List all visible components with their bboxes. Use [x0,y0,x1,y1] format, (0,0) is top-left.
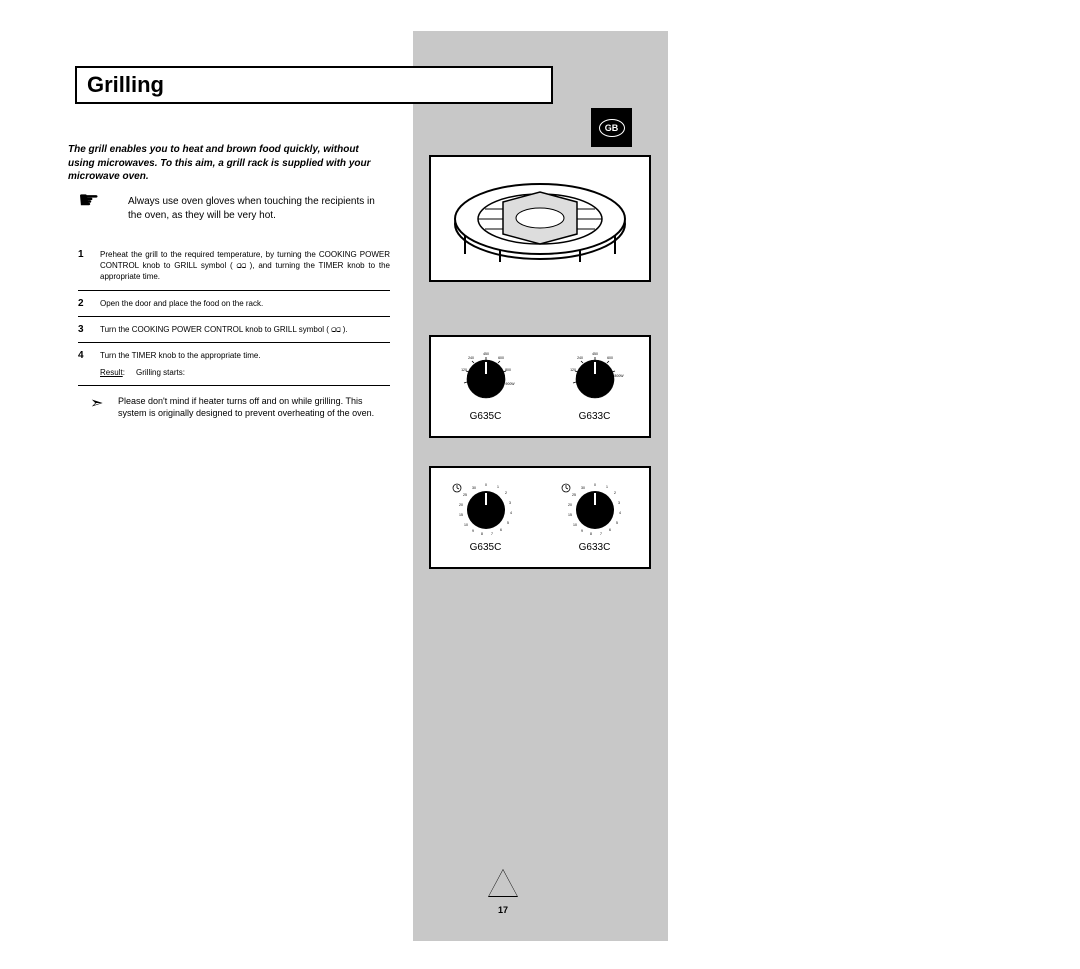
figure-power-dials: 450600800 900W240120 [429,335,651,438]
section-title-box: Grilling [75,66,553,104]
label-left: G635C [470,542,502,553]
svg-text:30: 30 [472,486,476,490]
svg-text:0: 0 [485,483,487,487]
step-row: 3 Turn the COOKING POWER CONTROL knob to… [78,317,390,343]
svg-text:15: 15 [568,513,572,517]
step-number: 3 [78,324,100,335]
svg-text:5: 5 [616,521,618,525]
intro-paragraph: The grill enables you to heat and brown … [68,143,388,184]
figure-grill-rack [429,155,651,282]
svg-text:15: 15 [459,513,463,517]
timer-dial-labels: G635C G633C [431,542,649,553]
grill-rack-illustration [440,164,640,274]
result-label: Result [100,368,123,377]
svg-text:9: 9 [581,529,583,533]
svg-text:800W: 800W [614,374,624,378]
figure-timer-dials: 0 1 2 3 4 5 6 7 8 9 10 15 20 25 30 0 1 2 [429,466,651,569]
label-right: G633C [579,542,611,553]
pointer-text: Always use oven gloves when touching the… [128,195,388,223]
svg-text:30: 30 [581,486,585,490]
svg-text:10: 10 [464,523,468,527]
step-text: Turn the TIMER knob to the appropriate t… [100,350,261,378]
svg-text:1: 1 [497,485,499,489]
step-row: 1 Preheat the grill to the required temp… [78,242,390,291]
svg-text:450: 450 [483,352,489,356]
svg-text:900W: 900W [505,382,515,386]
svg-text:8: 8 [481,532,483,536]
section-title: Grilling [87,72,164,98]
svg-text:2: 2 [505,491,507,495]
svg-text:3: 3 [509,501,511,505]
power-dial-labels: G635C G633C [431,411,649,422]
svg-text:3: 3 [618,501,620,505]
page-marker-triangle [489,870,517,896]
svg-text:600: 600 [607,356,613,360]
svg-text:240: 240 [468,356,474,360]
timer-dial-left: 0 1 2 3 4 5 6 7 8 9 10 15 20 25 30 [446,478,526,538]
step-row: 2 Open the door and place the food on th… [78,291,390,317]
label-left: G635C [470,411,502,422]
power-dial-right: 450600 800W240120 [555,347,635,407]
svg-text:25: 25 [463,493,467,497]
manual-page: Grilling GB The grill enables you to hea… [0,0,1080,969]
svg-text:7: 7 [600,532,602,536]
svg-text:1: 1 [606,485,608,489]
steps-list: 1 Preheat the grill to the required temp… [78,242,390,386]
svg-text:600: 600 [498,356,504,360]
svg-text:450: 450 [592,352,598,356]
note-icon: ➣ [90,393,103,413]
svg-text:7: 7 [491,532,493,536]
dial-pair: 0 1 2 3 4 5 6 7 8 9 10 15 20 25 30 0 1 2 [431,468,649,540]
svg-text:240: 240 [577,356,583,360]
step-number: 2 [78,298,100,309]
svg-text:6: 6 [500,528,502,532]
svg-text:9: 9 [472,529,474,533]
step-row: 4 Turn the TIMER knob to the appropriate… [78,343,390,386]
step-number: 4 [78,350,100,378]
label-right: G633C [579,411,611,422]
dial-pair: 450600800 900W240120 [431,337,649,409]
step-text-4: Turn the TIMER knob to the appropriate t… [100,351,261,360]
svg-text:8: 8 [590,532,592,536]
svg-text:20: 20 [568,503,572,507]
timer-dial-right: 0 1 2 3 4 5 6 7 8 9 10 15 20 25 30 [555,478,635,538]
svg-text:4: 4 [619,511,621,515]
svg-text:5: 5 [507,521,509,525]
step-text: Preheat the grill to the required temper… [100,249,390,283]
language-badge: GB [591,108,632,147]
svg-text:4: 4 [510,511,512,515]
step-text: Open the door and place the food on the … [100,298,263,309]
step-number: 1 [78,249,100,283]
step-result: Result: Grilling starts: [100,367,261,378]
svg-text:0: 0 [594,483,596,487]
svg-text:25: 25 [572,493,576,497]
language-code: GB [599,119,625,137]
step-text: Turn the COOKING POWER CONTROL knob to G… [100,324,348,335]
power-dial-left: 450600800 900W240120 [446,347,526,407]
svg-text:2: 2 [614,491,616,495]
page-number: 17 [490,905,516,915]
pointer-icon: ☛ [78,186,100,215]
svg-text:10: 10 [573,523,577,527]
svg-text:6: 6 [609,528,611,532]
note-text: Please don't mind if heater turns off an… [118,395,378,419]
result-text: Grilling starts: [136,368,185,377]
svg-text:20: 20 [459,503,463,507]
